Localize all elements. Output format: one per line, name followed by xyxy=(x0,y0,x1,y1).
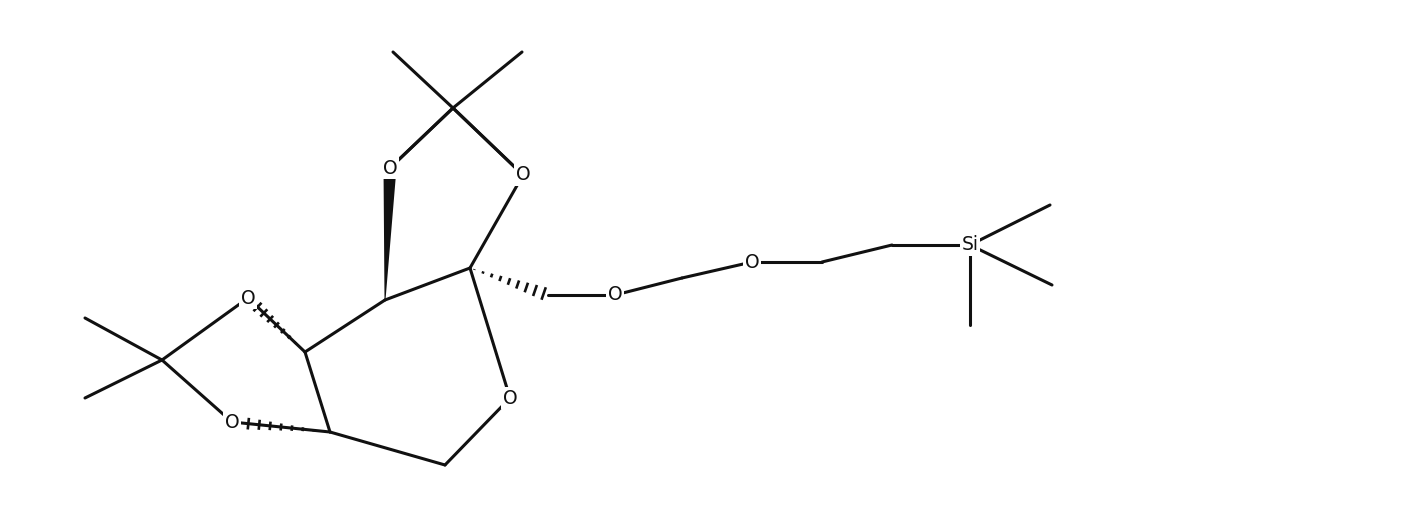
Text: O: O xyxy=(382,158,398,178)
Text: Si: Si xyxy=(962,235,979,254)
Text: O: O xyxy=(608,286,622,305)
Text: O: O xyxy=(744,252,760,271)
Text: O: O xyxy=(241,288,255,307)
Text: O: O xyxy=(516,165,530,184)
Text: O: O xyxy=(503,388,517,408)
Text: O: O xyxy=(224,412,240,431)
Polygon shape xyxy=(384,168,396,300)
